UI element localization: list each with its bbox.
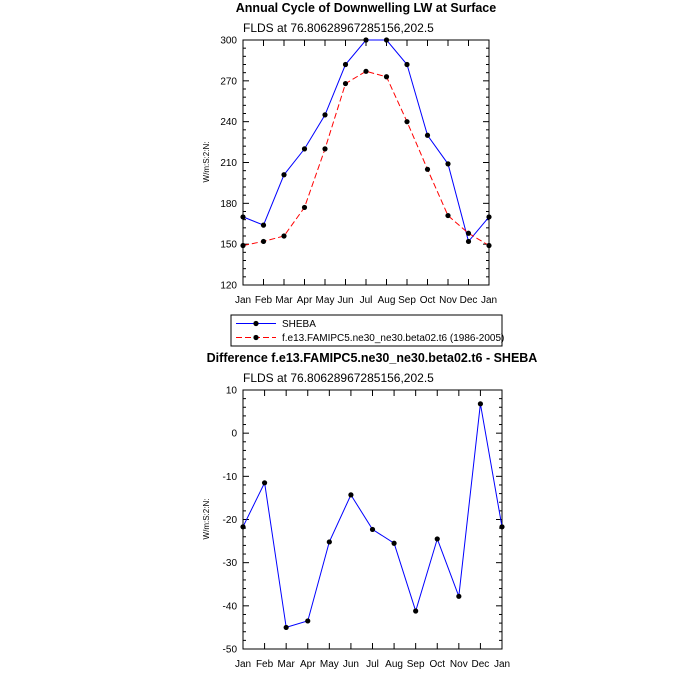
chart1-series-0-point — [281, 172, 287, 178]
chart2-subtitle: FLDS at 76.80628967285156,202.5 — [243, 371, 434, 385]
chart1-ytick-label: 120 — [220, 281, 237, 292]
chart2-xtick-label: Jul — [366, 659, 379, 670]
chart1-xtick-label: Oct — [420, 295, 436, 306]
chart1-xtick-label: Jul — [360, 295, 373, 306]
chart1-plot: 120 150 180 210 240 270 300 Jan Feb Mar Apr May Jun J… — [220, 36, 497, 307]
chart1-series-1-point — [486, 242, 492, 249]
chart1-subtitle: FLDS at 76.80628967285156,202.5 — [243, 21, 434, 35]
chart1-series-0-point — [260, 222, 267, 228]
chart2-ytick-label: -30 — [223, 558, 238, 569]
chart2-ytick-label: 0 — [231, 429, 237, 440]
chart1-ytick-label: 240 — [220, 117, 237, 128]
chart1-series-0-point — [240, 214, 246, 220]
chart2-title: Difference f.e13.FAMIPC5.ne30_ne30.beta0… — [207, 351, 538, 365]
chart2-frame — [242, 389, 503, 650]
chart1-series-1-point — [342, 80, 349, 87]
chart1-series-1-point — [281, 233, 287, 239]
chart1-xtick-label: Jan — [235, 295, 251, 306]
chart2-xtick-label: Jun — [343, 659, 359, 670]
chart1-series-0-point — [486, 214, 492, 220]
chart1-series-0-point — [465, 238, 472, 245]
chart2-xtick-label: Apr — [300, 659, 316, 670]
chart1-series-0-point — [322, 112, 328, 118]
chart1-xtick-label: Apr — [297, 295, 313, 306]
chart1-xtick-label: May — [316, 295, 335, 306]
chart2-xtick-label: Mar — [278, 659, 296, 670]
chart2-plot: -50 -40 -30 -20 -10 0 10 Jan Feb Mar Apr May Jun Jul A… — [223, 386, 511, 671]
chart2-series-0-point — [477, 401, 484, 407]
chart2-ylabel: W/m:S:2:N: — [202, 499, 211, 540]
chart1-series-0-point — [424, 132, 431, 138]
chart2-xtick-label: Feb — [256, 659, 274, 670]
chart2-series-0-point — [261, 480, 268, 486]
chart2-series-0-point — [369, 526, 376, 533]
chart1-series-1-point — [465, 230, 472, 236]
legend-model-marker — [253, 334, 259, 341]
chart1-series-1-point — [260, 238, 267, 245]
chart1-series-1-point — [240, 242, 246, 249]
chart1-series-0-point — [342, 61, 349, 68]
legend-box — [230, 314, 503, 347]
chart1-xtick-label: Aug — [378, 295, 396, 306]
legend-sheba-marker — [253, 320, 259, 327]
chart2-xtick-label: Sep — [407, 659, 425, 670]
chart1-ytick-label: 180 — [220, 199, 237, 210]
chart1-xtick-label: Nov — [439, 295, 457, 306]
chart2-xtick-label: Nov — [450, 659, 468, 670]
chart2-xtick-label: Jan — [494, 659, 510, 670]
chart2-series-0-point — [326, 539, 332, 545]
chart2-xtick-label: Jan — [235, 659, 251, 670]
chart2-ytick-label: -40 — [223, 601, 238, 612]
chart2-xtick-label: May — [320, 659, 339, 670]
legend-sheba-label: SHEBA — [282, 319, 316, 330]
chart1-series-0-point — [404, 61, 410, 68]
chart1-ytick-label: 210 — [220, 158, 237, 169]
chart1-series-1-line — [242, 70, 490, 246]
chart1-series-0-point — [383, 37, 390, 43]
chart1-xtick-label: Jan — [481, 295, 497, 306]
chart2-xtick-label: Oct — [429, 659, 445, 670]
chart2-series-0-point — [413, 608, 419, 614]
chart2-series-0-point — [456, 593, 462, 599]
chart1-ytick-label: 300 — [220, 36, 237, 47]
chart2-ytick-label: -20 — [223, 515, 238, 526]
chart2-xtick-label: Dec — [472, 659, 490, 670]
chart2-series-0-point — [240, 524, 246, 530]
chart2-ytick-label: -10 — [223, 472, 238, 483]
chart2-series-0-point — [434, 536, 440, 542]
chart2-series-0-point — [283, 624, 289, 631]
chart1-xtick-label: Sep — [398, 295, 416, 306]
chart2-xtick-label: Aug — [385, 659, 403, 670]
chart2-series-0-point — [348, 492, 354, 498]
chart1-xtick-label: Dec — [460, 295, 478, 306]
chart1-xtick-label: Mar — [275, 295, 293, 306]
chart1-series-0-point — [363, 37, 369, 43]
chart1-xtick-label: Feb — [255, 295, 273, 306]
chart1-series-0-point — [301, 146, 308, 152]
chart2-ytick-label: 10 — [226, 386, 238, 397]
chart1-series-0-point — [445, 161, 451, 167]
legend-model-label: f.e13.FAMIPC5.ne30_ne30.beta02.t6 (1986-… — [282, 333, 504, 344]
chart1-series-1-point — [445, 212, 451, 219]
chart1-xtick-label: Jun — [337, 295, 353, 306]
chart1-legend: SHEBA f.e13.FAMIPC5.ne30_ne30.beta02.t6 … — [230, 314, 504, 347]
chart1-series-1-point — [404, 119, 410, 125]
chart2-series-0-point — [391, 540, 397, 546]
chart1-series-1-point — [363, 68, 369, 74]
chart1-title: Annual Cycle of Downwelling LW at Surfac… — [236, 1, 496, 15]
chart1-series-1-point — [322, 146, 328, 152]
chart1-ytick-label: 270 — [220, 76, 237, 87]
chart2-series-0-point — [305, 618, 311, 624]
chart1-series-1-point — [383, 74, 390, 80]
chart1-series-1-point — [424, 166, 431, 172]
chart1-frame — [242, 39, 490, 286]
chart1-ylabel: W/m:S:2:N: — [202, 142, 211, 183]
chart2-series-0-line — [242, 403, 503, 629]
chart2-ytick-label: -50 — [223, 645, 238, 656]
chart2-series-0-point — [499, 524, 505, 530]
chart1-ytick-label: 150 — [220, 240, 237, 251]
chart1-series-1-point — [301, 204, 308, 211]
